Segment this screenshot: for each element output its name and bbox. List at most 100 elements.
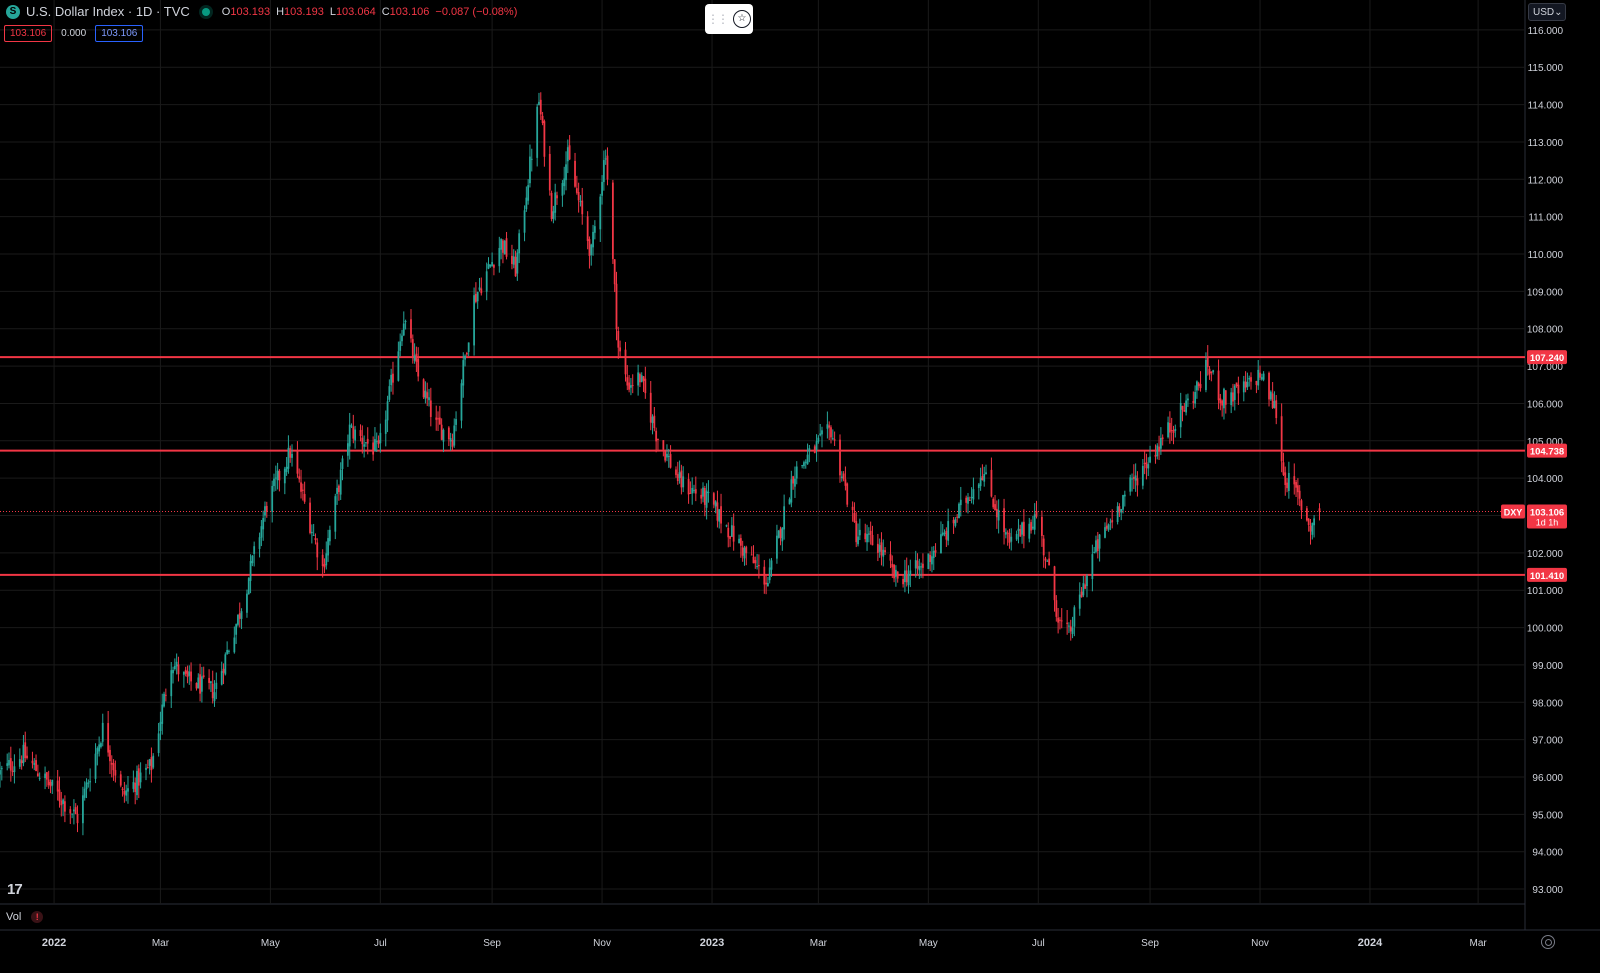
candle — [1223, 387, 1225, 420]
candle-body — [426, 392, 429, 399]
candle — [437, 411, 439, 431]
candle — [401, 329, 403, 346]
candle — [756, 554, 758, 570]
time-axis[interactable]: 2022 Mar May Jul Sep Nov 2023 Mar May Jul Sep Nov 20… — [42, 937, 1488, 949]
settings-gear-icon[interactable] — [1541, 935, 1555, 949]
candle — [628, 375, 631, 393]
candle — [1168, 411, 1171, 444]
last-price-label-bg — [1527, 504, 1567, 529]
candle-body — [718, 509, 721, 522]
candle-body — [285, 466, 288, 473]
candle-body — [1311, 523, 1314, 535]
warning-icon[interactable]: ! — [31, 911, 44, 923]
candle — [965, 495, 968, 513]
favorite-star-icon[interactable]: ☆ — [733, 10, 751, 28]
candle — [880, 532, 883, 566]
candle-body — [278, 470, 281, 481]
candle-body — [175, 661, 178, 667]
candle — [1280, 403, 1283, 473]
candle — [1311, 522, 1314, 540]
candle-body — [561, 183, 564, 196]
candle-body — [1096, 539, 1099, 552]
tradingview-logo-icon[interactable]: 17 — [7, 881, 23, 898]
candle-body — [1008, 532, 1011, 543]
candle-body — [752, 556, 755, 564]
candle-body — [615, 283, 618, 330]
candle — [1048, 551, 1051, 566]
candle — [644, 366, 647, 399]
candle — [914, 550, 917, 578]
candle — [649, 381, 652, 431]
candle — [285, 457, 288, 476]
candle-body — [1259, 372, 1261, 378]
sell-button[interactable]: 103.106 — [4, 25, 53, 42]
candle — [844, 466, 847, 491]
candle — [127, 776, 129, 804]
market-status-icon[interactable] — [201, 7, 210, 16]
candle-body — [1048, 558, 1051, 566]
candle-body — [651, 416, 654, 424]
candle — [163, 691, 165, 708]
candle-body — [323, 564, 326, 568]
time-tick-label: Jul — [374, 938, 387, 949]
time-tick-label: Mar — [810, 938, 828, 949]
candle-body — [1098, 534, 1101, 549]
candle-body — [465, 352, 468, 355]
candle-body — [500, 239, 503, 250]
candle-body — [844, 479, 847, 486]
candle — [574, 152, 576, 188]
candle — [642, 375, 645, 392]
currency-selector[interactable]: USD ⌄ — [1528, 3, 1566, 21]
candle-body — [24, 742, 27, 758]
candle-body — [1300, 500, 1303, 511]
candle — [363, 435, 366, 458]
candle — [637, 364, 640, 396]
candle-body — [1071, 627, 1074, 634]
candle-body — [1273, 401, 1276, 409]
buy-button[interactable]: 103.106 — [95, 25, 144, 42]
candle — [536, 103, 539, 167]
candle — [997, 499, 1000, 534]
horizontal-lines[interactable] — [0, 356, 1525, 576]
candle-body — [1118, 506, 1121, 513]
price-tick-label: 115.000 — [1528, 63, 1564, 74]
candle — [678, 460, 681, 484]
candle — [550, 190, 553, 222]
candle-body — [314, 538, 317, 541]
candle-body — [177, 664, 180, 675]
candle-body — [487, 263, 490, 269]
volume-label[interactable]: Vol — [6, 911, 22, 923]
price-tick-label: 104.000 — [1527, 474, 1564, 485]
candle-body — [565, 164, 567, 181]
candle — [73, 799, 75, 825]
candle-body — [968, 499, 971, 501]
candle-body — [1248, 378, 1251, 380]
candle-body — [341, 458, 344, 469]
candle — [388, 379, 391, 402]
candle-body — [628, 382, 631, 390]
candle — [1030, 519, 1032, 534]
candle-body — [995, 508, 998, 518]
candle-body — [639, 373, 641, 383]
candle — [33, 758, 36, 771]
candle-body — [38, 777, 41, 779]
chart-title[interactable]: U.S. Dollar Index · 1D · TVC — [26, 4, 190, 19]
candle-body — [152, 755, 155, 768]
candle-body — [920, 566, 923, 568]
candle — [478, 277, 481, 292]
candle-body — [172, 669, 174, 674]
candle — [505, 231, 508, 260]
candle — [45, 771, 48, 787]
candle-body — [424, 390, 427, 399]
candle — [202, 666, 205, 679]
drag-handle-icon[interactable]: ⋮⋮ — [707, 12, 729, 26]
time-tick-label: 2023 — [700, 937, 724, 949]
candle — [940, 521, 942, 554]
symbol-logo-icon[interactable]: S — [6, 4, 20, 19]
candle-body — [693, 490, 695, 492]
candle — [251, 554, 254, 567]
price-axis[interactable]: 116.000 115.000 114.000 113.000 112.000 111.0… — [1527, 26, 1567, 896]
candle — [956, 514, 959, 523]
candle-body — [112, 763, 115, 771]
